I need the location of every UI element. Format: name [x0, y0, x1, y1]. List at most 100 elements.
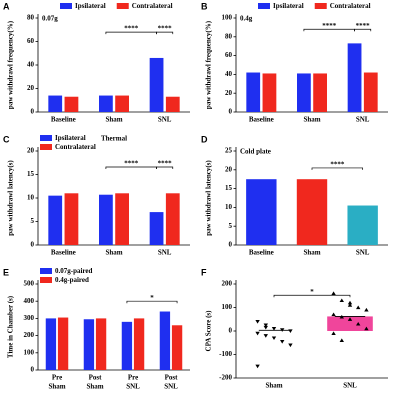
bar [57, 317, 69, 370]
legend-swatch [60, 3, 72, 9]
y-tick-label: 100 [222, 14, 233, 22]
y-tick-label: 10 [225, 203, 233, 211]
significance-bracket [156, 166, 174, 169]
y-tick-label: 0 [229, 327, 233, 335]
data-point [339, 338, 344, 342]
bar [171, 325, 183, 370]
bar [296, 179, 328, 245]
bar [115, 193, 129, 245]
bar [45, 318, 57, 370]
x-tick-label: Baseline [51, 116, 76, 124]
significance-label: **** [158, 160, 173, 168]
y-tick-label: 20 [225, 165, 233, 173]
bar [159, 311, 171, 370]
data-point [255, 364, 260, 369]
bar [64, 96, 79, 112]
bar [99, 95, 113, 112]
bar [262, 73, 277, 112]
data-point [347, 317, 353, 321]
legend-label: Ipsilateral [75, 2, 106, 10]
y-tick-label: 20 [225, 89, 233, 97]
y-tick-label: 5 [31, 217, 35, 225]
significance-bracket [126, 300, 178, 304]
x-tick-label: Pre [128, 374, 138, 382]
significance-label: **** [158, 25, 173, 33]
panel-letter: A [3, 1, 10, 11]
panel-title: 0.4g [240, 15, 253, 23]
x-tick-label: Sham [105, 116, 122, 124]
legend-swatch [40, 268, 52, 274]
x-tick-label: Sham [303, 116, 320, 124]
y-tick-label: 25 [225, 147, 233, 155]
panel-title: 0.07g [42, 15, 58, 23]
legend-label: Contralateral [132, 2, 173, 10]
bar [121, 321, 133, 370]
data-point [271, 327, 277, 331]
y-tick-label: 0 [31, 366, 35, 374]
significance-bracket [156, 31, 174, 35]
legend-label: 0.07g-paired [55, 267, 93, 275]
x-tick-label: SNL [158, 116, 172, 124]
y-tick-label: 0 [229, 241, 233, 249]
bar [64, 193, 79, 245]
legend-swatch [116, 3, 129, 9]
y-tick-label: -200 [219, 374, 232, 382]
data-point [347, 300, 353, 305]
bar [165, 96, 180, 112]
significance-label: * [310, 288, 314, 296]
bar [133, 318, 145, 370]
data-point [331, 291, 336, 295]
legend-swatch [40, 144, 52, 150]
y-axis-label: paw withdrawl frequency(%) [205, 20, 213, 109]
y-tick-label: 5 [229, 222, 233, 230]
bar [99, 194, 113, 245]
y-axis-label: paw withdrawl latency(s) [7, 160, 15, 236]
y-axis-label: paw withdrawl latency(s) [205, 160, 213, 236]
data-point [364, 326, 369, 331]
legend-label: Ipsilateral [55, 134, 86, 142]
data-point [347, 303, 353, 307]
group-label: Sham [48, 383, 65, 391]
bar [297, 73, 311, 112]
legend-swatch [40, 277, 52, 283]
y-tick-label: 80 [27, 14, 35, 22]
bar [347, 43, 362, 112]
legend-label: Ipsilateral [273, 2, 304, 10]
data-point [255, 331, 260, 336]
bar [327, 316, 373, 331]
bar [149, 57, 164, 112]
legend-swatch [314, 3, 327, 9]
data-point [263, 323, 268, 328]
x-tick-label: Sham [265, 382, 282, 390]
x-tick-label: SNL [158, 249, 172, 257]
y-tick-label: 400 [24, 297, 35, 305]
data-point [271, 336, 277, 341]
x-tick-label: SNL [343, 382, 357, 390]
x-tick-label: Baseline [249, 249, 274, 257]
y-tick-label: 300 [24, 314, 35, 322]
y-tick-label: -100 [219, 350, 232, 358]
data-point [288, 329, 293, 333]
y-tick-label: 10 [27, 194, 35, 202]
bar [165, 193, 180, 245]
x-tick-label: Post [165, 374, 179, 382]
bar [246, 72, 261, 112]
y-tick-label: 200 [24, 331, 35, 339]
panel-letter: F [201, 267, 207, 277]
significance-label: **** [124, 160, 139, 168]
bar [363, 72, 378, 112]
y-tick-label: 15 [225, 184, 233, 192]
bar [95, 318, 107, 370]
data-point [280, 339, 285, 344]
y-tick-label: 100 [24, 348, 35, 356]
x-tick-label: SNL [356, 116, 370, 124]
panel-letter: B [201, 1, 208, 11]
data-point [288, 343, 293, 348]
y-tick-label: 60 [225, 51, 233, 59]
y-tick-label: 80 [225, 32, 233, 40]
y-tick-label: 200 [222, 280, 233, 288]
significance-label: **** [356, 22, 371, 30]
y-tick-label: 20 [27, 84, 35, 92]
bar [115, 95, 129, 112]
legend-swatch [258, 3, 270, 9]
